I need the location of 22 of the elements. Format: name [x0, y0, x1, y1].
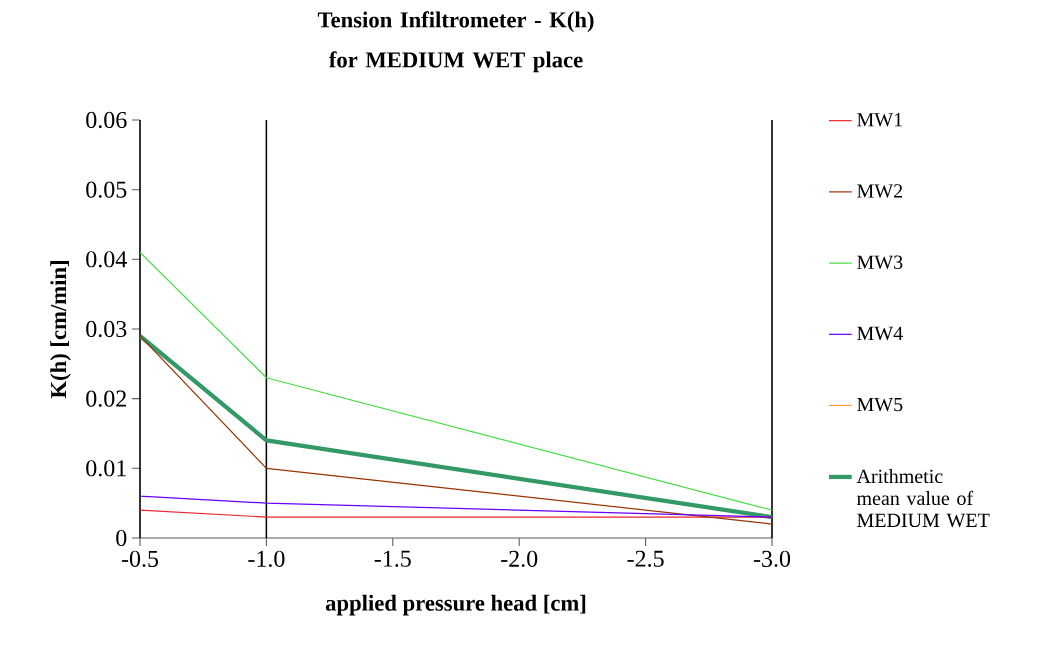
y-tick-label: 0.04	[86, 251, 127, 268]
x-tick-label: -0.5	[121, 550, 159, 567]
legend-label: MW4	[857, 326, 903, 341]
y-tick-label: 0.05	[86, 181, 127, 198]
x-axis-title: applied pressure head [cm]	[325, 594, 586, 616]
y-axis-title: K(h) [cm/min]	[50, 261, 71, 399]
x-tick-label: -1.0	[248, 550, 285, 567]
x-tick-label: -3.0	[753, 550, 791, 567]
legend-label: Arithmetic mean value of MEDIUM WET	[856, 469, 990, 528]
y-tick-label: 0.06	[86, 111, 127, 129]
y-tick-label: 0.02	[86, 390, 126, 407]
y-tick-label: 0.03	[86, 320, 127, 338]
x-tick-label: -1.5	[374, 550, 411, 567]
x-tick-label: -2.0	[501, 550, 538, 567]
legend-label: MW3	[857, 255, 903, 270]
chart-title: Tension Infiltrometer - K(h) for MEDIUM WET place	[317, 11, 594, 73]
y-tick-label: 0.01	[86, 460, 126, 477]
legend-label: MW2	[857, 184, 903, 198]
y-tick-label: 0	[116, 529, 127, 547]
x-tick-label: -2.5	[627, 550, 664, 567]
legend-label: MW1	[857, 113, 902, 127]
legend-label: MW5	[857, 397, 903, 412]
